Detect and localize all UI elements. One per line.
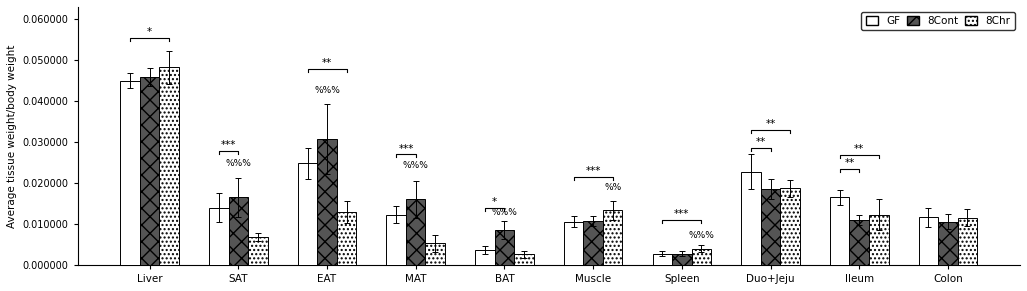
Text: %%: %% [604, 183, 621, 192]
Bar [515, 254, 534, 265]
Bar [425, 243, 445, 265]
Bar [317, 139, 337, 265]
Bar [564, 222, 583, 265]
Text: ***: *** [221, 140, 236, 150]
Bar [672, 253, 691, 265]
Text: ***: *** [674, 209, 689, 219]
Text: ***: *** [398, 143, 414, 154]
Text: %%%: %%% [403, 161, 428, 170]
Text: **: ** [321, 58, 332, 68]
Text: **: ** [854, 144, 865, 155]
Bar [159, 67, 179, 265]
Bar [120, 81, 140, 265]
Bar [337, 212, 356, 265]
Bar [603, 210, 622, 265]
Bar [495, 230, 515, 265]
Bar [849, 220, 869, 265]
Bar [691, 249, 711, 265]
Text: **: ** [844, 158, 854, 168]
Text: *: * [147, 27, 152, 37]
Text: %%%: %%% [492, 208, 518, 217]
Bar [229, 197, 249, 265]
Bar [830, 197, 849, 265]
Text: %%%: %%% [688, 231, 715, 239]
Text: %%%: %%% [225, 159, 252, 168]
Bar [140, 77, 159, 265]
Bar [761, 189, 781, 265]
Bar [919, 217, 939, 265]
Text: **: ** [756, 137, 766, 148]
Text: **: ** [765, 119, 775, 129]
Bar [386, 215, 406, 265]
Bar [249, 237, 268, 265]
Text: ***: *** [585, 166, 601, 176]
Bar [210, 208, 229, 265]
Bar [652, 253, 672, 265]
Bar [869, 215, 888, 265]
Bar [406, 200, 425, 265]
Bar [939, 222, 958, 265]
Bar [583, 221, 603, 265]
Bar [476, 250, 495, 265]
Bar [781, 188, 800, 265]
Bar [741, 172, 761, 265]
Legend: GF, 8Cont, 8Chr: GF, 8Cont, 8Chr [862, 12, 1015, 31]
Text: *: * [492, 197, 497, 207]
Bar [958, 217, 978, 265]
Y-axis label: Average tissue weight/body weight: Average tissue weight/body weight [7, 44, 16, 228]
Bar [298, 164, 317, 265]
Text: %%%: %%% [314, 86, 340, 95]
